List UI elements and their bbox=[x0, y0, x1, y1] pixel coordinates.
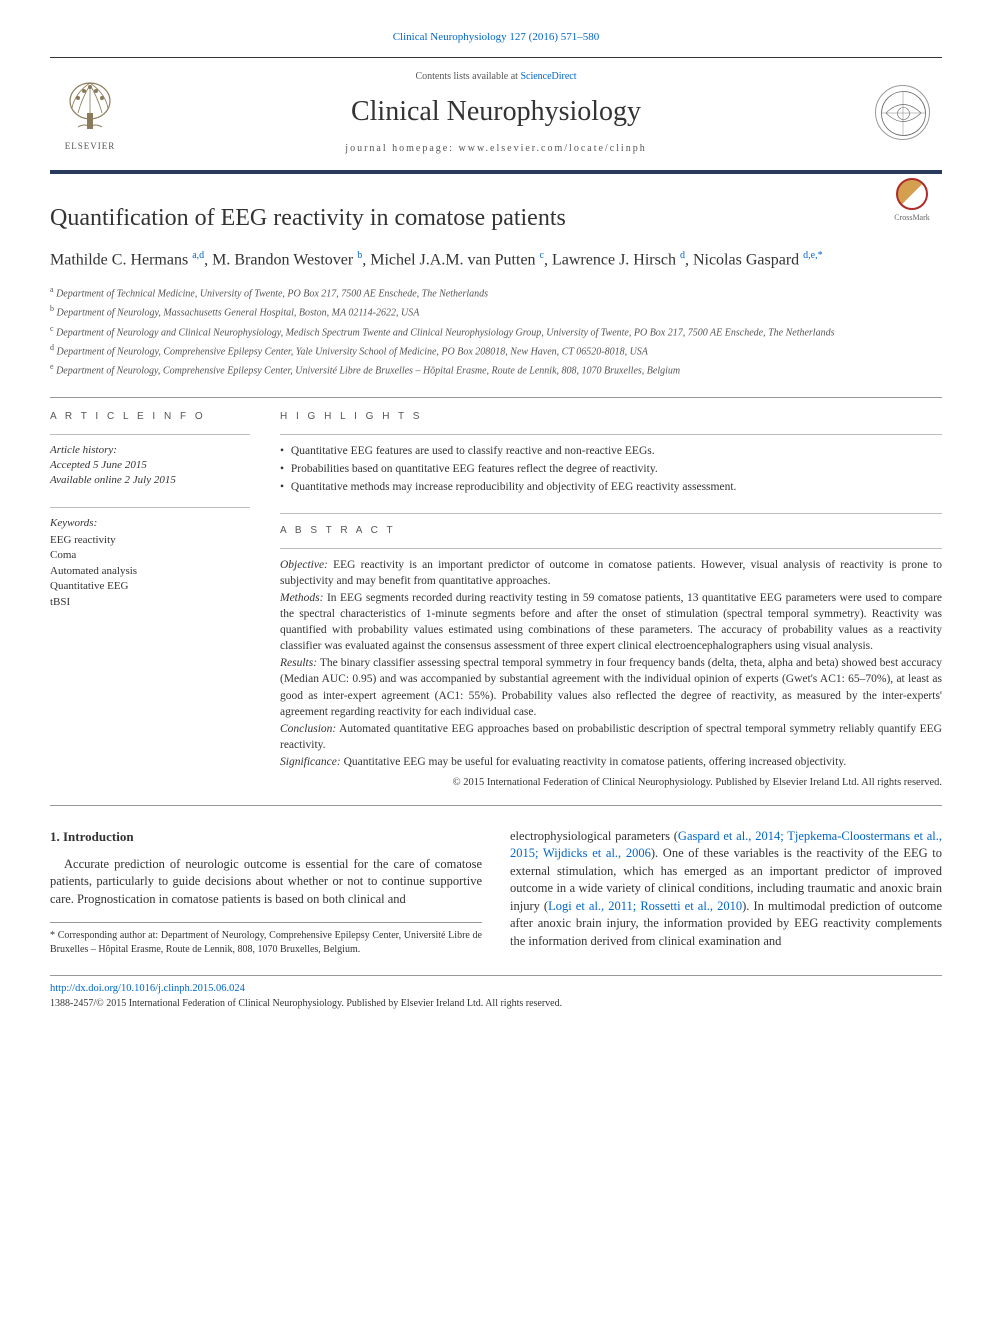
abstract-objective: EEG reactivity is an important predictor… bbox=[280, 559, 942, 587]
author-list: Mathilde C. Hermans a,d, M. Brandon West… bbox=[50, 249, 942, 272]
highlights-label: H I G H L I G H T S bbox=[280, 410, 942, 424]
body-text: 1. Introduction Accurate prediction of n… bbox=[50, 828, 942, 958]
affiliation: c Department of Neurology and Clinical N… bbox=[50, 323, 942, 340]
abstract-results: The binary classifier assessing spectral… bbox=[280, 657, 942, 717]
article-info-label: A R T I C L E I N F O bbox=[50, 410, 250, 424]
keyword-item: EEG reactivity bbox=[50, 533, 250, 548]
keywords-block: Keywords: EEG reactivityComaAutomated an… bbox=[50, 516, 250, 610]
article-title: Quantification of EEG reactivity in coma… bbox=[50, 202, 942, 236]
accepted-date: Accepted 5 June 2015 bbox=[50, 458, 250, 473]
citation-link[interactable]: Logi et al., 2011; Rossetti et al., 2010 bbox=[548, 899, 742, 913]
divider bbox=[50, 434, 250, 435]
abstract-significance: Quantitative EEG may be useful for evalu… bbox=[344, 756, 847, 768]
article-info-right: H I G H L I G H T S Quantitative EEG fea… bbox=[280, 410, 942, 791]
keyword-item: tBSI bbox=[50, 595, 250, 610]
intro-text-pre: electrophysiological parameters ( bbox=[510, 829, 678, 843]
intro-paragraph-1: Accurate prediction of neurologic outcom… bbox=[50, 856, 482, 909]
corresponding-note: * Corresponding author at: Department of… bbox=[50, 922, 482, 957]
journal-reference: Clinical Neurophysiology 127 (2016) 571–… bbox=[50, 30, 942, 45]
doi-link[interactable]: http://dx.doi.org/10.1016/j.clinph.2015.… bbox=[50, 982, 942, 997]
journal-logo-block bbox=[862, 85, 942, 140]
highlight-item: Probabilities based on quantitative EEG … bbox=[280, 461, 942, 477]
intro-heading: 1. Introduction bbox=[50, 828, 482, 846]
crossmark-icon bbox=[896, 178, 928, 210]
issn-copyright: 1388-2457/© 2015 International Federatio… bbox=[50, 997, 942, 1011]
keyword-item: Automated analysis bbox=[50, 564, 250, 579]
divider bbox=[280, 548, 942, 549]
affiliation: e Department of Neurology, Comprehensive… bbox=[50, 361, 942, 378]
page-footer: http://dx.doi.org/10.1016/j.clinph.2015.… bbox=[50, 975, 942, 1011]
elsevier-tree-icon bbox=[60, 73, 120, 133]
publisher-label: ELSEVIER bbox=[50, 140, 130, 153]
abstract-conclusion: Automated quantitative EEG approaches ba… bbox=[280, 723, 942, 751]
divider bbox=[280, 513, 942, 514]
affiliation: a Department of Technical Medicine, Univ… bbox=[50, 284, 942, 301]
keywords-label: Keywords: bbox=[50, 516, 250, 531]
article-info-grid: A R T I C L E I N F O Article history: A… bbox=[50, 410, 942, 791]
homepage-url: www.elsevier.com/locate/clinph bbox=[459, 143, 647, 154]
divider bbox=[280, 434, 942, 435]
affiliation: d Department of Neurology, Comprehensive… bbox=[50, 342, 942, 359]
journal-header: ELSEVIER Contents lists available at Sci… bbox=[50, 57, 942, 173]
sciencedirect-link[interactable]: ScienceDirect bbox=[520, 71, 576, 82]
highlight-item: Quantitative EEG features are used to cl… bbox=[280, 443, 942, 459]
crossmark-label: CrossMark bbox=[894, 213, 930, 222]
divider bbox=[50, 805, 942, 806]
article-history: Article history: Accepted 5 June 2015 Av… bbox=[50, 443, 250, 489]
crossmark-badge[interactable]: CrossMark bbox=[882, 178, 942, 223]
highlights-list: Quantitative EEG features are used to cl… bbox=[280, 443, 942, 495]
journal-title: Clinical Neurophysiology bbox=[130, 92, 862, 131]
journal-cover-icon bbox=[875, 85, 930, 140]
contents-available-line: Contents lists available at ScienceDirec… bbox=[130, 70, 862, 84]
history-label: Article history: bbox=[50, 443, 250, 458]
abstract-body: Objective: EEG reactivity is an importan… bbox=[280, 557, 942, 791]
contents-prefix: Contents lists available at bbox=[415, 71, 520, 82]
affiliation: b Department of Neurology, Massachusetts… bbox=[50, 303, 942, 320]
divider bbox=[50, 507, 250, 508]
keyword-item: Coma bbox=[50, 548, 250, 563]
keyword-item: Quantitative EEG bbox=[50, 579, 250, 594]
header-center: Contents lists available at ScienceDirec… bbox=[130, 70, 862, 155]
highlight-item: Quantitative methods may increase reprod… bbox=[280, 479, 942, 495]
homepage-line: journal homepage: www.elsevier.com/locat… bbox=[130, 142, 862, 156]
homepage-prefix: journal homepage: bbox=[345, 143, 458, 154]
publisher-block: ELSEVIER bbox=[50, 73, 130, 153]
article-info-left: A R T I C L E I N F O Article history: A… bbox=[50, 410, 250, 791]
online-date: Available online 2 July 2015 bbox=[50, 473, 250, 488]
abstract-methods: In EEG segments recorded during reactivi… bbox=[280, 592, 942, 652]
divider bbox=[50, 397, 942, 398]
abstract-label: A B S T R A C T bbox=[280, 524, 942, 538]
intro-paragraph-2: electrophysiological parameters (Gaspard… bbox=[510, 828, 942, 951]
abstract-copyright: © 2015 International Federation of Clini… bbox=[280, 776, 942, 791]
